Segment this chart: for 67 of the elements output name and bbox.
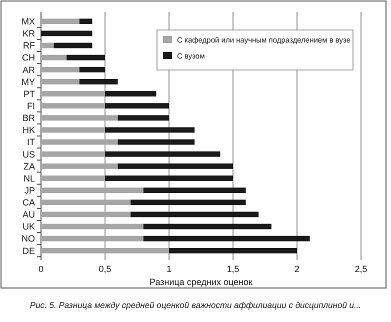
y-tick-label: CH — [22, 52, 35, 63]
y-tick-label: JP — [24, 185, 35, 196]
bar — [41, 200, 131, 206]
y-tick-label: AU — [22, 210, 35, 220]
bar — [41, 236, 144, 242]
bar — [41, 30, 92, 36]
x-axis-title: Разница средних оценок — [150, 277, 253, 287]
y-tick-label: ZA — [23, 161, 35, 172]
bar — [105, 127, 195, 133]
y-tick-label: FI — [27, 100, 35, 111]
bar — [79, 18, 92, 24]
bar — [66, 54, 105, 60]
bar — [79, 66, 105, 72]
bar — [41, 18, 80, 24]
bar — [169, 248, 297, 254]
bar — [143, 188, 246, 194]
bar — [118, 115, 169, 121]
y-tick-label: US — [22, 149, 35, 160]
y-tick-label: BR — [22, 113, 36, 124]
bar — [105, 151, 220, 157]
bar — [118, 139, 195, 145]
y-tick-label: DE — [22, 246, 35, 256]
y-tick-label: CA — [22, 198, 35, 208]
bar — [143, 224, 272, 230]
bar — [41, 42, 54, 48]
bar — [41, 54, 67, 60]
bar — [41, 115, 118, 121]
x-tick-label: 0,5 — [98, 264, 112, 274]
x-tick-label: 1,5 — [226, 264, 240, 274]
y-tick-label: NO — [22, 234, 35, 244]
bar — [54, 42, 92, 48]
y-tick-label: MX — [22, 16, 35, 27]
bar — [105, 176, 233, 181]
bar — [130, 200, 246, 206]
y-tick-label: HK — [22, 125, 35, 136]
y-tick-label: KR — [22, 28, 36, 39]
text: Рис. 5. Разница между средней оценкой важности аффилиации с дисциплиной и... — [30, 300, 362, 310]
y-tick-label: UK — [22, 222, 35, 232]
y-tick-label: NL — [23, 173, 35, 184]
bar — [41, 163, 118, 169]
bar — [105, 103, 169, 109]
bar — [41, 224, 144, 230]
x-tick-label: 1 — [166, 264, 172, 274]
y-tick-label: PT — [23, 88, 36, 99]
bar — [143, 236, 310, 242]
bar — [41, 127, 105, 133]
bar — [41, 78, 80, 84]
bar — [41, 151, 105, 157]
bar — [79, 78, 118, 84]
y-tick-label: IT — [27, 137, 36, 148]
bar — [41, 66, 80, 72]
x-tick-label: 2 — [294, 264, 300, 274]
bar — [41, 248, 169, 254]
bar — [41, 139, 118, 145]
y-tick-label: RF — [23, 40, 36, 51]
bar — [130, 212, 259, 218]
bar — [41, 103, 105, 109]
bar — [105, 91, 156, 96]
bar — [41, 188, 144, 194]
x-tick-label: 2,5 — [354, 264, 368, 274]
bar — [41, 176, 105, 181]
y-tick-label: MY — [22, 76, 35, 87]
bar — [41, 91, 105, 96]
x-tick-label: 0 — [38, 264, 44, 274]
bar — [118, 163, 233, 169]
bar — [41, 212, 131, 218]
y-tick-label: AR — [22, 64, 36, 75]
